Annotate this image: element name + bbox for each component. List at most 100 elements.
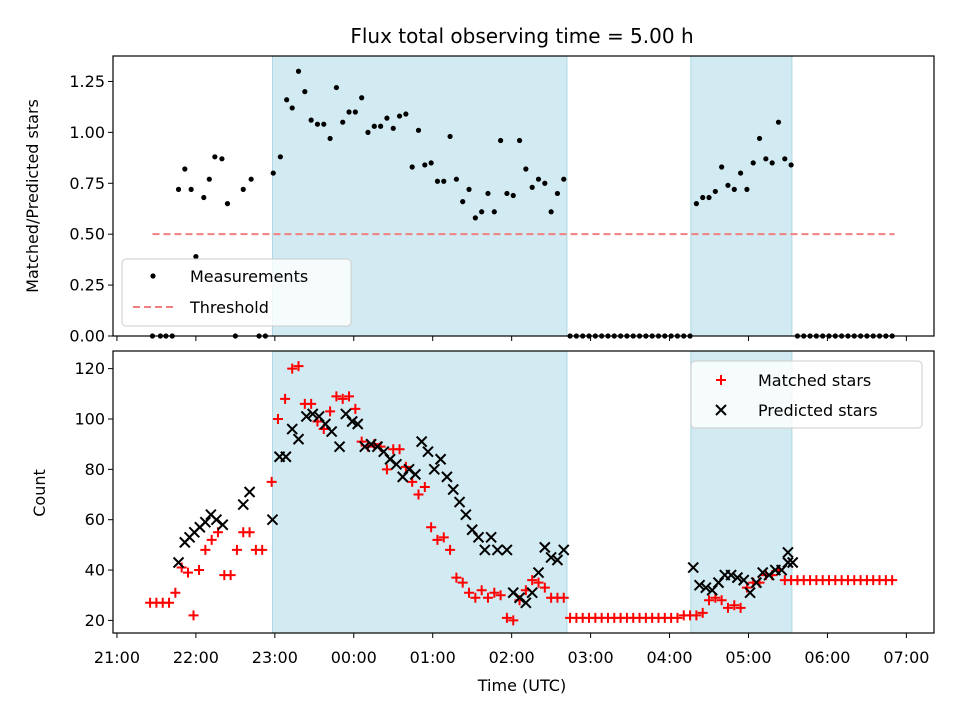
data-point <box>788 162 794 168</box>
data-point <box>409 468 422 481</box>
data-point <box>738 574 750 586</box>
x-tick-label: 04:00 <box>646 648 692 667</box>
data-point <box>333 440 346 453</box>
data-point <box>529 184 535 190</box>
data-point <box>447 483 459 496</box>
data-point <box>243 486 256 498</box>
y-tick-label: 20 <box>85 611 105 630</box>
x-axis-label: Time (UTC) <box>477 676 566 695</box>
data-point <box>725 182 731 188</box>
data-point <box>419 481 430 492</box>
legend-label: Measurements <box>190 267 308 286</box>
y-tick-label: 40 <box>85 561 105 580</box>
data-point <box>356 436 367 447</box>
data-point <box>782 546 794 559</box>
data-point <box>457 577 468 588</box>
data-point <box>359 95 365 101</box>
data-point <box>716 595 727 606</box>
data-point <box>325 425 338 438</box>
data-point <box>415 127 422 133</box>
data-point <box>371 123 377 129</box>
data-point <box>672 612 683 623</box>
data-point <box>295 68 302 74</box>
data-point <box>422 162 428 168</box>
data-point <box>331 391 342 402</box>
data-point <box>394 444 405 455</box>
data-point <box>744 587 756 599</box>
data-point <box>378 123 384 129</box>
data-point <box>289 105 295 111</box>
x-tick-label: 02:00 <box>489 648 535 667</box>
data-point <box>441 471 453 483</box>
data-point <box>769 160 775 166</box>
data-point <box>409 164 415 170</box>
data-point <box>466 186 472 192</box>
data-point <box>460 199 466 205</box>
data-point <box>722 602 733 613</box>
x-tick-label: 21:00 <box>94 648 140 667</box>
data-point <box>333 84 340 91</box>
y-tick-label: 0.00 <box>69 327 105 346</box>
data-point <box>693 579 706 591</box>
data-point <box>495 590 506 601</box>
data-point <box>464 587 475 598</box>
data-point <box>266 476 277 487</box>
y-tick-label: 1.25 <box>69 72 105 91</box>
data-point <box>390 125 396 131</box>
data-point <box>533 577 544 588</box>
data-point <box>292 433 305 445</box>
data-point <box>201 194 207 201</box>
legend-box <box>690 360 923 429</box>
data-point <box>479 209 485 215</box>
data-point <box>504 190 510 197</box>
data-point <box>516 137 523 144</box>
data-point <box>381 464 392 475</box>
data-point <box>413 489 424 500</box>
data-point <box>441 178 447 184</box>
data-point <box>729 600 740 611</box>
data-point <box>277 154 283 160</box>
data-point <box>193 253 199 260</box>
data-point <box>170 587 181 598</box>
data-point <box>365 129 371 135</box>
data-point <box>225 570 236 581</box>
data-point <box>284 97 290 103</box>
data-point <box>248 176 254 182</box>
x-tick-label: 22:00 <box>173 648 219 667</box>
legend-box <box>121 258 352 327</box>
data-point <box>554 190 561 197</box>
data-point <box>551 554 564 566</box>
data-point <box>700 194 706 201</box>
data-point <box>340 119 346 125</box>
y-axis-label-top: Matched/Predicted stars <box>23 99 42 293</box>
y-tick-label: 1.00 <box>69 123 105 142</box>
data-point <box>314 121 321 127</box>
panel-count: 20 40 60 80 100 120 21:00 22:00 23:00 00:00 01:00 0… <box>74 350 935 667</box>
data-point <box>176 562 187 573</box>
data-point <box>460 508 472 521</box>
data-point <box>501 544 513 556</box>
data-point <box>725 569 737 581</box>
data-point <box>687 561 699 574</box>
x-tick-label: 03:00 <box>568 648 614 667</box>
data-point <box>763 156 769 162</box>
data-point <box>325 406 336 417</box>
data-point <box>327 135 333 142</box>
legend-marker-dot <box>150 273 156 279</box>
data-point <box>470 592 481 603</box>
y-tick-label: 0.75 <box>69 174 105 193</box>
data-point <box>491 544 504 556</box>
data-point <box>491 209 497 215</box>
data-point <box>352 418 364 430</box>
data-point <box>182 166 188 172</box>
chart-title: Flux total observing time = 5.00 h <box>350 24 693 48</box>
data-point <box>438 532 449 543</box>
panel-ratio: 0.00 0.25 0.50 0.75 1.00 1.25 Measurements Thre… <box>69 55 935 346</box>
data-point <box>306 398 317 409</box>
data-point <box>219 156 225 162</box>
data-point <box>224 201 231 207</box>
data-point <box>384 115 390 121</box>
plot-frame <box>112 350 935 634</box>
data-point <box>175 186 182 192</box>
